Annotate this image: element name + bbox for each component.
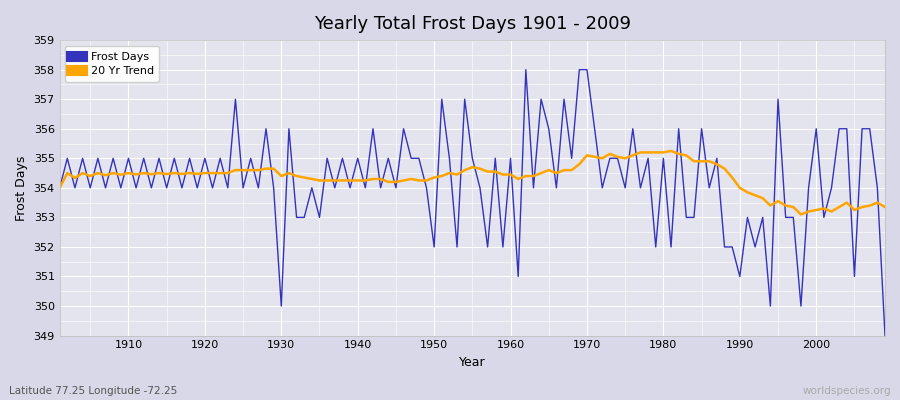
Legend: Frost Days, 20 Yr Trend: Frost Days, 20 Yr Trend xyxy=(65,46,159,82)
Frost Days xyxy=(520,67,531,72)
Line: Frost Days: Frost Days xyxy=(59,70,885,336)
Frost Days xyxy=(329,186,340,190)
20 Yr Trend xyxy=(796,212,806,217)
Frost Days xyxy=(54,186,65,190)
20 Yr Trend xyxy=(879,205,890,210)
Text: worldspecies.org: worldspecies.org xyxy=(803,386,891,396)
Frost Days xyxy=(605,156,616,161)
20 Yr Trend xyxy=(284,171,294,176)
20 Yr Trend xyxy=(115,172,126,177)
20 Yr Trend xyxy=(498,172,508,177)
Frost Days xyxy=(284,126,294,131)
Title: Yearly Total Frost Days 1901 - 2009: Yearly Total Frost Days 1901 - 2009 xyxy=(314,15,631,33)
X-axis label: Year: Year xyxy=(459,356,486,369)
20 Yr Trend xyxy=(54,186,65,190)
Frost Days xyxy=(498,244,508,249)
20 Yr Trend xyxy=(597,156,608,161)
20 Yr Trend xyxy=(505,172,516,177)
Y-axis label: Frost Days: Frost Days xyxy=(15,155,28,220)
20 Yr Trend xyxy=(329,178,340,183)
Text: Latitude 77.25 Longitude -72.25: Latitude 77.25 Longitude -72.25 xyxy=(9,386,177,396)
Line: 20 Yr Trend: 20 Yr Trend xyxy=(59,151,885,214)
Frost Days xyxy=(879,333,890,338)
Frost Days xyxy=(505,156,516,161)
20 Yr Trend xyxy=(666,148,677,153)
Frost Days xyxy=(115,186,126,190)
